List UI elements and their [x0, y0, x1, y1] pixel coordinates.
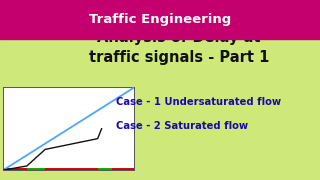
Text: Analysis of Delay at
traffic signals - Part 1: Analysis of Delay at traffic signals - P… — [89, 30, 269, 65]
Text: Case - 2 Saturated flow: Case - 2 Saturated flow — [116, 121, 248, 131]
Y-axis label: Cumulative flow: Cumulative flow — [0, 109, 2, 148]
Text: Traffic Engineering: Traffic Engineering — [89, 13, 231, 26]
Text: Case - 1 Undersaturated flow: Case - 1 Undersaturated flow — [116, 97, 281, 107]
